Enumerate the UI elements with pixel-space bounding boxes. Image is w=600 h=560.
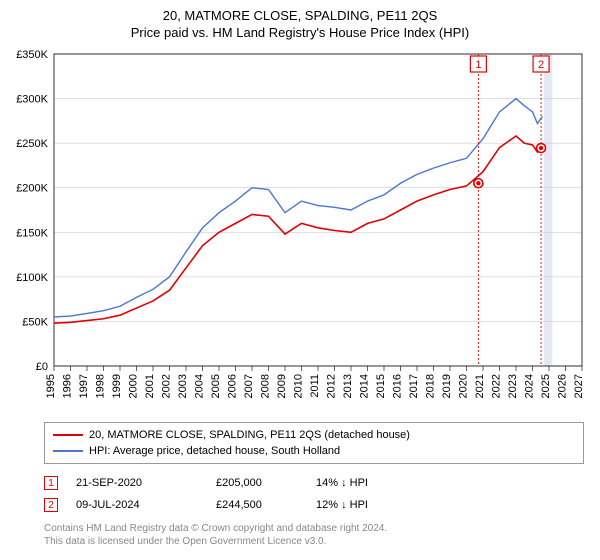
transaction-marker: 1: [44, 476, 58, 490]
svg-text:2006: 2006: [227, 374, 239, 398]
legend-swatch: [53, 450, 83, 452]
transaction-marker: 2: [44, 498, 58, 512]
svg-text:£150K: £150K: [16, 227, 48, 239]
title-block: 20, MATMORE CLOSE, SPALDING, PE11 2QS Pr…: [10, 8, 590, 40]
marker-number: 1: [48, 478, 54, 489]
svg-text:2014: 2014: [359, 374, 371, 398]
svg-text:1995: 1995: [45, 374, 57, 398]
svg-text:2002: 2002: [161, 374, 173, 398]
chart-svg: £0 £50K £100K £150K £200K £250K £300K £350K 1995…: [10, 46, 590, 416]
svg-text:2003: 2003: [177, 374, 189, 398]
transaction-date: 21-SEP-2020: [76, 477, 216, 489]
legend-item: HPI: Average price, detached house, Sout…: [53, 443, 575, 459]
svg-text:2000: 2000: [128, 374, 140, 398]
footer-copyright: Contains HM Land Registry data © Crown c…: [44, 522, 590, 535]
chart: £0 £50K £100K £150K £200K £250K £300K £350K 1995…: [10, 46, 590, 416]
svg-text:2009: 2009: [276, 374, 288, 398]
page-title: 20, MATMORE CLOSE, SPALDING, PE11 2QS: [10, 8, 590, 23]
legend-swatch: [53, 434, 83, 436]
marker-number: 2: [48, 500, 54, 511]
legend-label: 20, MATMORE CLOSE, SPALDING, PE11 2QS (d…: [89, 429, 410, 441]
svg-text:2020: 2020: [458, 374, 470, 398]
chart-container: 20, MATMORE CLOSE, SPALDING, PE11 2QS Pr…: [0, 0, 600, 554]
svg-text:2026: 2026: [557, 374, 569, 398]
svg-text:2: 2: [538, 59, 544, 71]
svg-text:2022: 2022: [491, 374, 503, 398]
svg-text:£50K: £50K: [22, 316, 48, 328]
page-subtitle: Price paid vs. HM Land Registry's House …: [10, 25, 590, 40]
table-row: 1 21-SEP-2020 £205,000 14% ↓ HPI: [44, 472, 584, 494]
svg-text:1999: 1999: [111, 374, 123, 398]
transaction-price: £244,500: [216, 499, 316, 511]
svg-text:1998: 1998: [95, 374, 107, 398]
svg-text:2013: 2013: [342, 374, 354, 398]
svg-text:2019: 2019: [441, 374, 453, 398]
legend-item: 20, MATMORE CLOSE, SPALDING, PE11 2QS (d…: [53, 427, 575, 443]
svg-text:2024: 2024: [524, 374, 536, 398]
svg-text:2027: 2027: [573, 374, 585, 398]
svg-text:2023: 2023: [507, 374, 519, 398]
svg-text:2025: 2025: [540, 374, 552, 398]
svg-text:2018: 2018: [425, 374, 437, 398]
svg-text:£0: £0: [36, 361, 48, 373]
svg-text:2015: 2015: [375, 374, 387, 398]
footer: Contains HM Land Registry data © Crown c…: [44, 522, 590, 548]
transaction-diff: 12% ↓ HPI: [316, 499, 436, 511]
svg-text:£300K: £300K: [16, 94, 48, 106]
svg-text:2007: 2007: [243, 374, 255, 398]
svg-text:2021: 2021: [474, 374, 486, 398]
svg-text:2010: 2010: [293, 374, 305, 398]
svg-text:2017: 2017: [408, 374, 420, 398]
svg-text:£100K: £100K: [16, 272, 48, 284]
svg-text:£200K: £200K: [16, 183, 48, 195]
transaction-price: £205,000: [216, 477, 316, 489]
svg-text:2008: 2008: [260, 374, 272, 398]
transaction-date: 09-JUL-2024: [76, 499, 216, 511]
legend-label: HPI: Average price, detached house, Sout…: [89, 445, 340, 457]
svg-text:2001: 2001: [144, 374, 156, 398]
svg-text:£250K: £250K: [16, 138, 48, 150]
transactions-table: 1 21-SEP-2020 £205,000 14% ↓ HPI 2 09-JU…: [44, 472, 584, 516]
svg-text:2011: 2011: [309, 374, 321, 398]
footer-license: This data is licensed under the Open Gov…: [44, 535, 590, 548]
svg-text:2004: 2004: [194, 374, 206, 398]
svg-text:2012: 2012: [326, 374, 338, 398]
svg-text:£350K: £350K: [16, 49, 48, 61]
svg-text:2016: 2016: [392, 374, 404, 398]
table-row: 2 09-JUL-2024 £244,500 12% ↓ HPI: [44, 494, 584, 516]
svg-text:1996: 1996: [62, 374, 74, 398]
svg-text:1997: 1997: [78, 374, 90, 398]
legend: 20, MATMORE CLOSE, SPALDING, PE11 2QS (d…: [44, 422, 584, 464]
svg-text:2005: 2005: [210, 374, 222, 398]
transaction-diff: 14% ↓ HPI: [316, 477, 436, 489]
svg-text:1: 1: [475, 59, 481, 71]
